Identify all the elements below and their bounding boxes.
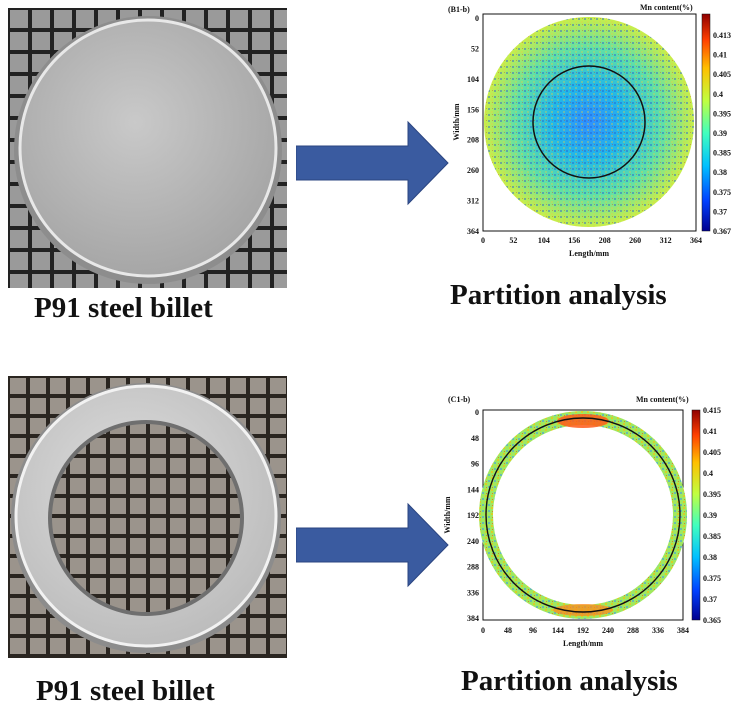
y-tick: 260 (467, 166, 479, 175)
x-tick: 48 (504, 626, 512, 635)
y-tick: 104 (467, 75, 479, 84)
billet-photo-solid (8, 8, 287, 288)
y-tick: 52 (471, 44, 479, 53)
colorbar-tick: 0.415 (703, 406, 721, 415)
colorbar-tick: 0.39 (703, 511, 717, 520)
y-tick: 156 (467, 105, 479, 114)
colorbar-tick: 0.385 (703, 532, 721, 541)
colorbar-tick: 0.37 (703, 595, 717, 604)
x-tick: 240 (602, 626, 614, 635)
ring-circle (485, 417, 681, 613)
x-tick: 156 (568, 236, 580, 245)
y-tick: 48 (471, 434, 479, 443)
y-tick: 288 (467, 563, 479, 572)
y-tick: 364 (467, 227, 479, 236)
colorbar-title: Mn content(%) (636, 395, 689, 404)
x-tick: 288 (627, 626, 639, 635)
analysis-caption-bottom: Partition analysis (461, 665, 678, 697)
colorbar (701, 13, 711, 232)
colorbar-tick: 0.395 (703, 490, 721, 499)
y-tick: 96 (471, 460, 479, 469)
y-axis-label: Width/mm (443, 496, 452, 534)
colorbar (691, 409, 701, 621)
x-tick: 312 (660, 236, 672, 245)
x-tick: 192 (577, 626, 589, 635)
arrow-right-icon (296, 120, 449, 206)
y-tick: 192 (467, 511, 479, 520)
colorbar-tick: 0.41 (713, 51, 727, 60)
colorbar-tick: 0.395 (713, 109, 731, 118)
map-panel-label: (C1-b) (448, 395, 471, 404)
y-tick: 208 (467, 136, 479, 145)
analysis-caption-top: Partition analysis (450, 279, 667, 311)
y-tick: 336 (467, 588, 479, 597)
colorbar-tick: 0.37 (713, 207, 727, 216)
colorbar-tick: 0.39 (713, 129, 727, 138)
billet-photo-ring (8, 376, 287, 658)
x-axis-label: Length/mm (563, 639, 603, 648)
x-tick: 208 (599, 236, 611, 245)
x-tick: 364 (690, 236, 702, 245)
colorbar-tick: 0.367 (713, 227, 731, 236)
colorbar-tick: 0.4 (713, 90, 723, 99)
colorbar-tick: 0.385 (713, 149, 731, 158)
mn-content-map-ring: (C1-b) Mn content(%) 0.415 0.41 0.405 0.4 0.… (440, 390, 737, 654)
colorbar-tick: 0.38 (713, 168, 727, 177)
y-tick: 144 (467, 485, 479, 494)
x-tick: 144 (552, 626, 564, 635)
colorbar-tick: 0.375 (713, 188, 731, 197)
x-tick: 104 (538, 236, 550, 245)
colorbar-tick: 0.4 (703, 469, 713, 478)
colorbar-tick: 0.375 (703, 574, 721, 583)
x-tick: 260 (629, 236, 641, 245)
center-segregation-circle (532, 65, 646, 179)
colorbar-tick: 0.41 (703, 427, 717, 436)
map-panel-label: (B1-b) (448, 5, 470, 14)
colorbar-tick: 0.365 (703, 616, 721, 625)
x-tick: 336 (652, 626, 664, 635)
y-tick: 0 (475, 408, 479, 417)
photo-caption-bottom: P91 steel billet (36, 675, 215, 707)
y-axis-label: Width/mm (452, 103, 461, 141)
x-tick: 52 (509, 236, 517, 245)
y-tick: 0 (475, 14, 479, 23)
colorbar-tick: 0.38 (703, 553, 717, 562)
mn-content-map-solid: (B1-b) Mn content(%) 0.413 0.41 0.405 0.4 0.… (440, 0, 737, 262)
x-tick: 384 (677, 626, 689, 635)
x-tick: 0 (481, 626, 485, 635)
photo-caption-top: P91 steel billet (34, 292, 213, 324)
colorbar-tick: 0.405 (713, 70, 731, 79)
y-tick: 384 (467, 614, 479, 623)
colorbar-tick: 0.405 (703, 448, 721, 457)
y-tick: 240 (467, 537, 479, 546)
y-tick: 312 (467, 197, 479, 206)
x-axis-label: Length/mm (569, 249, 609, 258)
arrow-right-icon (296, 502, 449, 588)
colorbar-title: Mn content(%) (640, 3, 693, 12)
x-tick: 96 (529, 626, 537, 635)
colorbar-tick: 0.413 (713, 31, 731, 40)
x-tick: 0 (481, 236, 485, 245)
